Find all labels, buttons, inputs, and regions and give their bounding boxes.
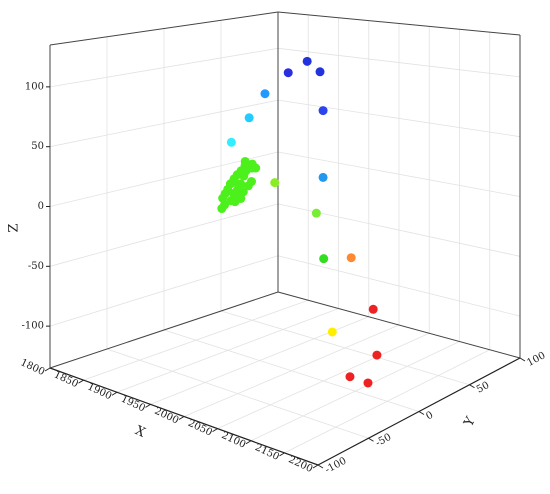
z-tick-label: -100 xyxy=(22,321,44,332)
point xyxy=(251,163,261,173)
point xyxy=(260,89,270,99)
grid-line xyxy=(277,47,521,78)
point xyxy=(244,113,254,123)
z-tick-label: 100 xyxy=(25,81,44,92)
grid-line xyxy=(49,255,279,327)
x-tick xyxy=(145,403,151,408)
y-tick-label: 50 xyxy=(475,380,491,396)
x-tick xyxy=(245,440,252,445)
grid-line xyxy=(49,99,279,148)
box-edge xyxy=(49,11,279,46)
x-tick-label: 2100 xyxy=(220,430,248,451)
z-tick-label: 0 xyxy=(38,201,44,212)
x-tick xyxy=(178,416,185,420)
x-tick-label: 2000 xyxy=(153,406,181,427)
y-tick xyxy=(519,357,526,362)
box-edge xyxy=(277,11,521,36)
x-axis-title: X xyxy=(133,423,148,441)
point xyxy=(217,204,227,214)
box-edge xyxy=(49,291,279,369)
x-tick-label: 2050 xyxy=(186,418,214,439)
grid-line xyxy=(49,47,279,88)
y-tick xyxy=(368,437,374,442)
grid-line xyxy=(106,348,369,439)
x-tick xyxy=(212,428,218,433)
y-tick-label: -100 xyxy=(323,456,348,476)
x-tick-label: 1900 xyxy=(86,382,114,403)
y-tick xyxy=(418,411,425,415)
point xyxy=(363,378,373,388)
box-edge xyxy=(277,291,521,359)
z-tick-label: -50 xyxy=(28,261,44,272)
x-tick xyxy=(44,367,51,372)
x-tick-label: 1850 xyxy=(52,369,80,390)
grid-line xyxy=(49,203,279,267)
point xyxy=(368,304,378,314)
point xyxy=(239,171,249,181)
grid-line xyxy=(277,151,521,197)
y-axis-title: Y xyxy=(461,414,479,430)
point xyxy=(318,106,328,116)
point xyxy=(283,68,293,78)
z-tick-label: 50 xyxy=(31,141,44,152)
point xyxy=(232,186,242,196)
point xyxy=(346,253,356,263)
y-tick-label: 100 xyxy=(525,350,547,369)
y-tick-label: 0 xyxy=(424,410,435,423)
grid-line xyxy=(49,151,279,207)
grid-line xyxy=(277,255,521,317)
point xyxy=(302,56,312,66)
point xyxy=(228,177,238,187)
point xyxy=(345,372,355,382)
point xyxy=(372,350,382,360)
point xyxy=(226,137,236,147)
point xyxy=(235,193,245,203)
point xyxy=(318,172,328,182)
x-tick-label: 2150 xyxy=(253,442,281,463)
grid-line xyxy=(277,99,521,138)
x-tick xyxy=(312,464,319,469)
y-tick xyxy=(469,384,475,389)
point xyxy=(311,208,321,218)
x-tick-label: 1800 xyxy=(19,357,47,378)
x-tick xyxy=(78,379,84,384)
y-tick xyxy=(317,464,324,469)
x-tick-label: 2200 xyxy=(287,454,315,475)
grid-line xyxy=(220,310,470,386)
x-tick xyxy=(111,391,118,396)
point xyxy=(270,178,280,188)
point xyxy=(243,181,253,191)
x-tick xyxy=(279,452,285,457)
grid-line xyxy=(163,329,420,412)
point xyxy=(315,67,325,77)
x-tick-label: 1950 xyxy=(119,394,147,415)
z-axis-title: Z xyxy=(7,223,22,232)
point xyxy=(319,254,329,264)
point xyxy=(327,327,337,337)
